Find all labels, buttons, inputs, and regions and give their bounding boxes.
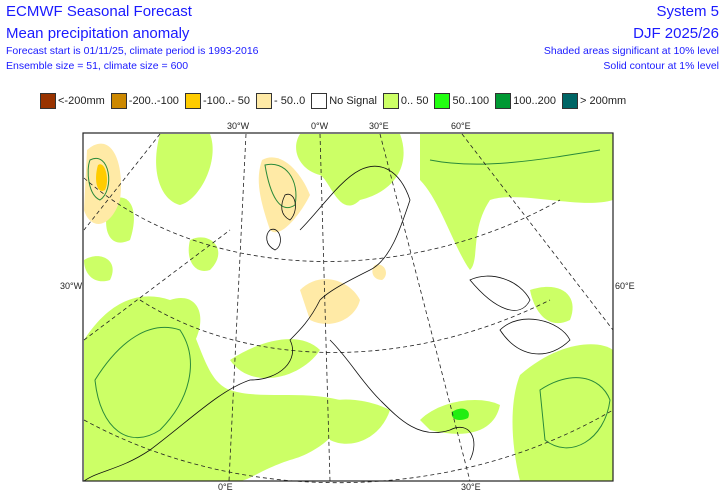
- lat-label-right: 60°E: [615, 281, 635, 291]
- legend-item: <-200mm: [40, 93, 105, 109]
- legend-item: -100..- 50: [184, 93, 251, 109]
- legend-swatch: [110, 93, 127, 109]
- legend: <-200mm -200..-100 -100..- 50 - 50..0 No Sig…: [40, 93, 632, 109]
- legend-label: 50..100: [452, 95, 490, 107]
- contour-note: Solid contour at 1% level: [603, 60, 719, 72]
- legend-swatch: [184, 93, 201, 109]
- lon-label-top-30w: 30°W: [227, 121, 250, 131]
- legend-label: <-200mm: [58, 95, 105, 107]
- lon-label-top-60e: 60°E: [451, 121, 471, 131]
- legend-item: 0.. 50: [382, 93, 429, 109]
- map-frame: [82, 132, 614, 482]
- legend-swatch: [40, 93, 56, 109]
- legend-label: - 50..0: [274, 95, 306, 107]
- system-label: System 5: [656, 3, 719, 20]
- legend-item: No Signal: [311, 93, 377, 109]
- graticule: [83, 133, 614, 484]
- lon-label-top-0w: 0°W: [311, 121, 329, 131]
- coastlines: [83, 165, 571, 482]
- moderate-negative-shading: [96, 164, 108, 191]
- legend-swatch: [495, 93, 512, 109]
- lon-label-bottom-30e: 30°E: [461, 482, 481, 492]
- legend-swatch: [256, 93, 273, 109]
- legend-swatch: [311, 93, 328, 109]
- legend-label: 100..200: [513, 95, 556, 107]
- legend-label: > 200mm: [579, 95, 627, 107]
- legend-label: -100..- 50: [202, 95, 251, 107]
- lon-label-top-30e: 30°E: [369, 121, 389, 131]
- figure-title: ECMWF Seasonal Forecast: [6, 3, 192, 20]
- figure-subtitle: Mean precipitation anomaly: [6, 25, 190, 42]
- legend-swatch: [434, 93, 451, 109]
- lat-label-left: 30°W: [60, 281, 83, 291]
- legend-swatch: [561, 93, 578, 109]
- lon-label-bottom-0e: 0°E: [218, 482, 233, 492]
- season-label: DJF 2025/26: [633, 25, 719, 42]
- legend-label: No Signal: [329, 95, 377, 107]
- significance-note: Shaded areas significant at 10% level: [543, 45, 719, 57]
- significance-contours: [87, 149, 611, 449]
- forecast-info: Forecast start is 01/11/25, climate peri…: [6, 45, 259, 57]
- legend-item: 100..200: [495, 93, 556, 109]
- legend-item: > 200mm: [561, 93, 627, 109]
- ensemble-info: Ensemble size = 51, climate size = 600: [6, 60, 189, 72]
- legend-label: -200..-100: [128, 95, 179, 107]
- legend-item: -200..-100: [110, 93, 179, 109]
- legend-label: 0.. 50: [400, 95, 429, 107]
- moderate-positive-shading: [451, 408, 469, 420]
- legend-swatch: [382, 93, 399, 109]
- negative-anomaly-shading: [84, 143, 386, 324]
- legend-item: 50..100: [434, 93, 489, 109]
- legend-item: - 50..0: [256, 93, 305, 109]
